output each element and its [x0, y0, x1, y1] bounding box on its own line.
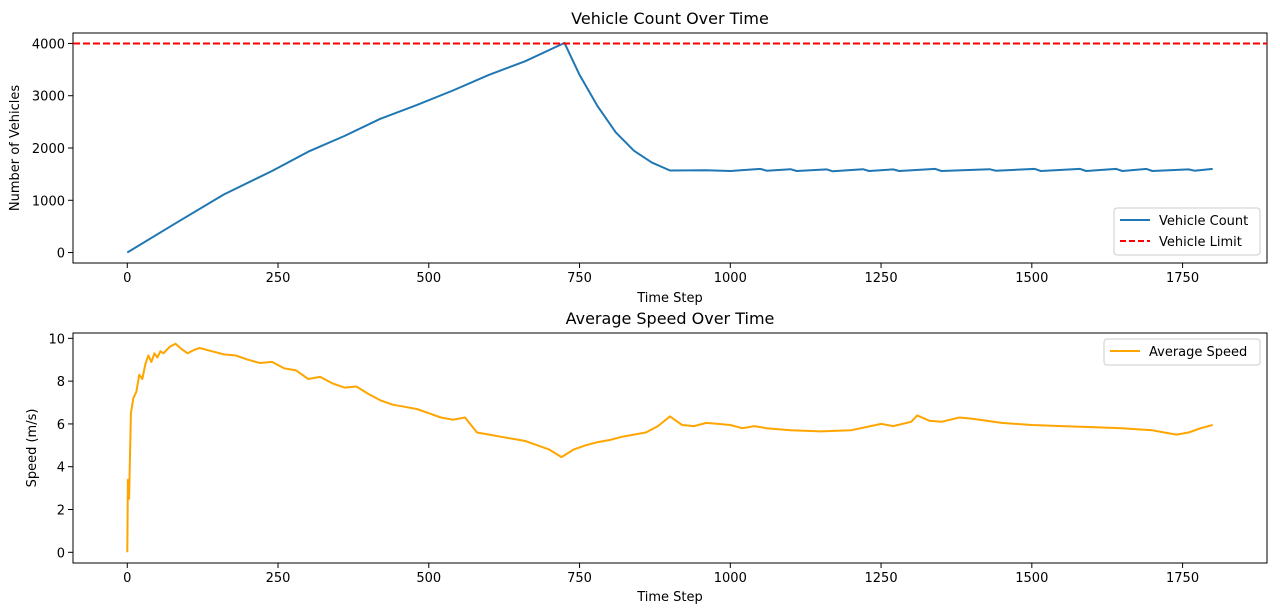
x-tick-label: 0 [123, 271, 131, 286]
legend-box [1113, 207, 1261, 256]
x-tick-label: 1000 [714, 571, 747, 586]
average-speed-chart: Average Speed Over Time Time Step Speed … [25, 309, 1268, 605]
y-tick-label: 4000 [32, 37, 65, 52]
x-tick-label: 250 [266, 271, 291, 286]
y-tick-label: 10 [48, 332, 65, 347]
legend: Average Speed [1103, 338, 1261, 366]
y-tick-label: 2000 [32, 142, 65, 157]
x-tick-label: 500 [416, 271, 441, 286]
y-tick-label: 3000 [32, 90, 65, 105]
chart-title: Vehicle Count Over Time [571, 9, 769, 28]
x-axis-label: Time Step [636, 590, 703, 605]
legend-label-vehicle-count: Vehicle Count [1159, 214, 1248, 229]
plot-frame [72, 332, 1268, 564]
y-tick-label: 8 [57, 375, 65, 390]
x-tick-label: 500 [416, 571, 441, 586]
x-axis-label: Time Step [636, 291, 703, 306]
x-tick-label: 0 [123, 571, 131, 586]
x-tick-label: 750 [567, 271, 592, 286]
y-axis-label: Number of Vehicles [8, 85, 23, 212]
y-tick-label: 0 [57, 247, 65, 262]
y-tick-label: 4 [57, 461, 65, 476]
y-tick-label: 2 [57, 504, 65, 519]
x-tick-label: 1250 [865, 571, 898, 586]
y-tick-label: 0 [57, 546, 65, 561]
x-tick-label: 1750 [1166, 271, 1199, 286]
x-tick-label: 750 [567, 571, 592, 586]
vehicle-count-chart: Vehicle Count Over Time Time Step Number… [8, 9, 1268, 306]
series-line-average-speed [126, 342, 1213, 553]
x-tick-label: 1500 [1015, 271, 1048, 286]
legend: Vehicle Count Vehicle Limit [1113, 207, 1261, 256]
x-tick-label: 250 [266, 571, 291, 586]
x-tick-label: 1750 [1166, 571, 1199, 586]
legend-box [1103, 338, 1261, 366]
legend-label-vehicle-limit: Vehicle Limit [1159, 235, 1242, 250]
y-axis-label: Speed (m/s) [25, 409, 40, 488]
x-tick-label: 1500 [1015, 571, 1048, 586]
x-tick-label: 1000 [714, 271, 747, 286]
chart-title: Average Speed Over Time [566, 309, 775, 328]
y-tick-label: 6 [57, 418, 65, 433]
x-tick-label: 1250 [865, 271, 898, 286]
plot-frame [72, 32, 1268, 264]
legend-label-average-speed: Average Speed [1149, 345, 1247, 360]
series-line-vehicle-count [126, 41, 1213, 254]
y-tick-label: 1000 [32, 194, 65, 209]
